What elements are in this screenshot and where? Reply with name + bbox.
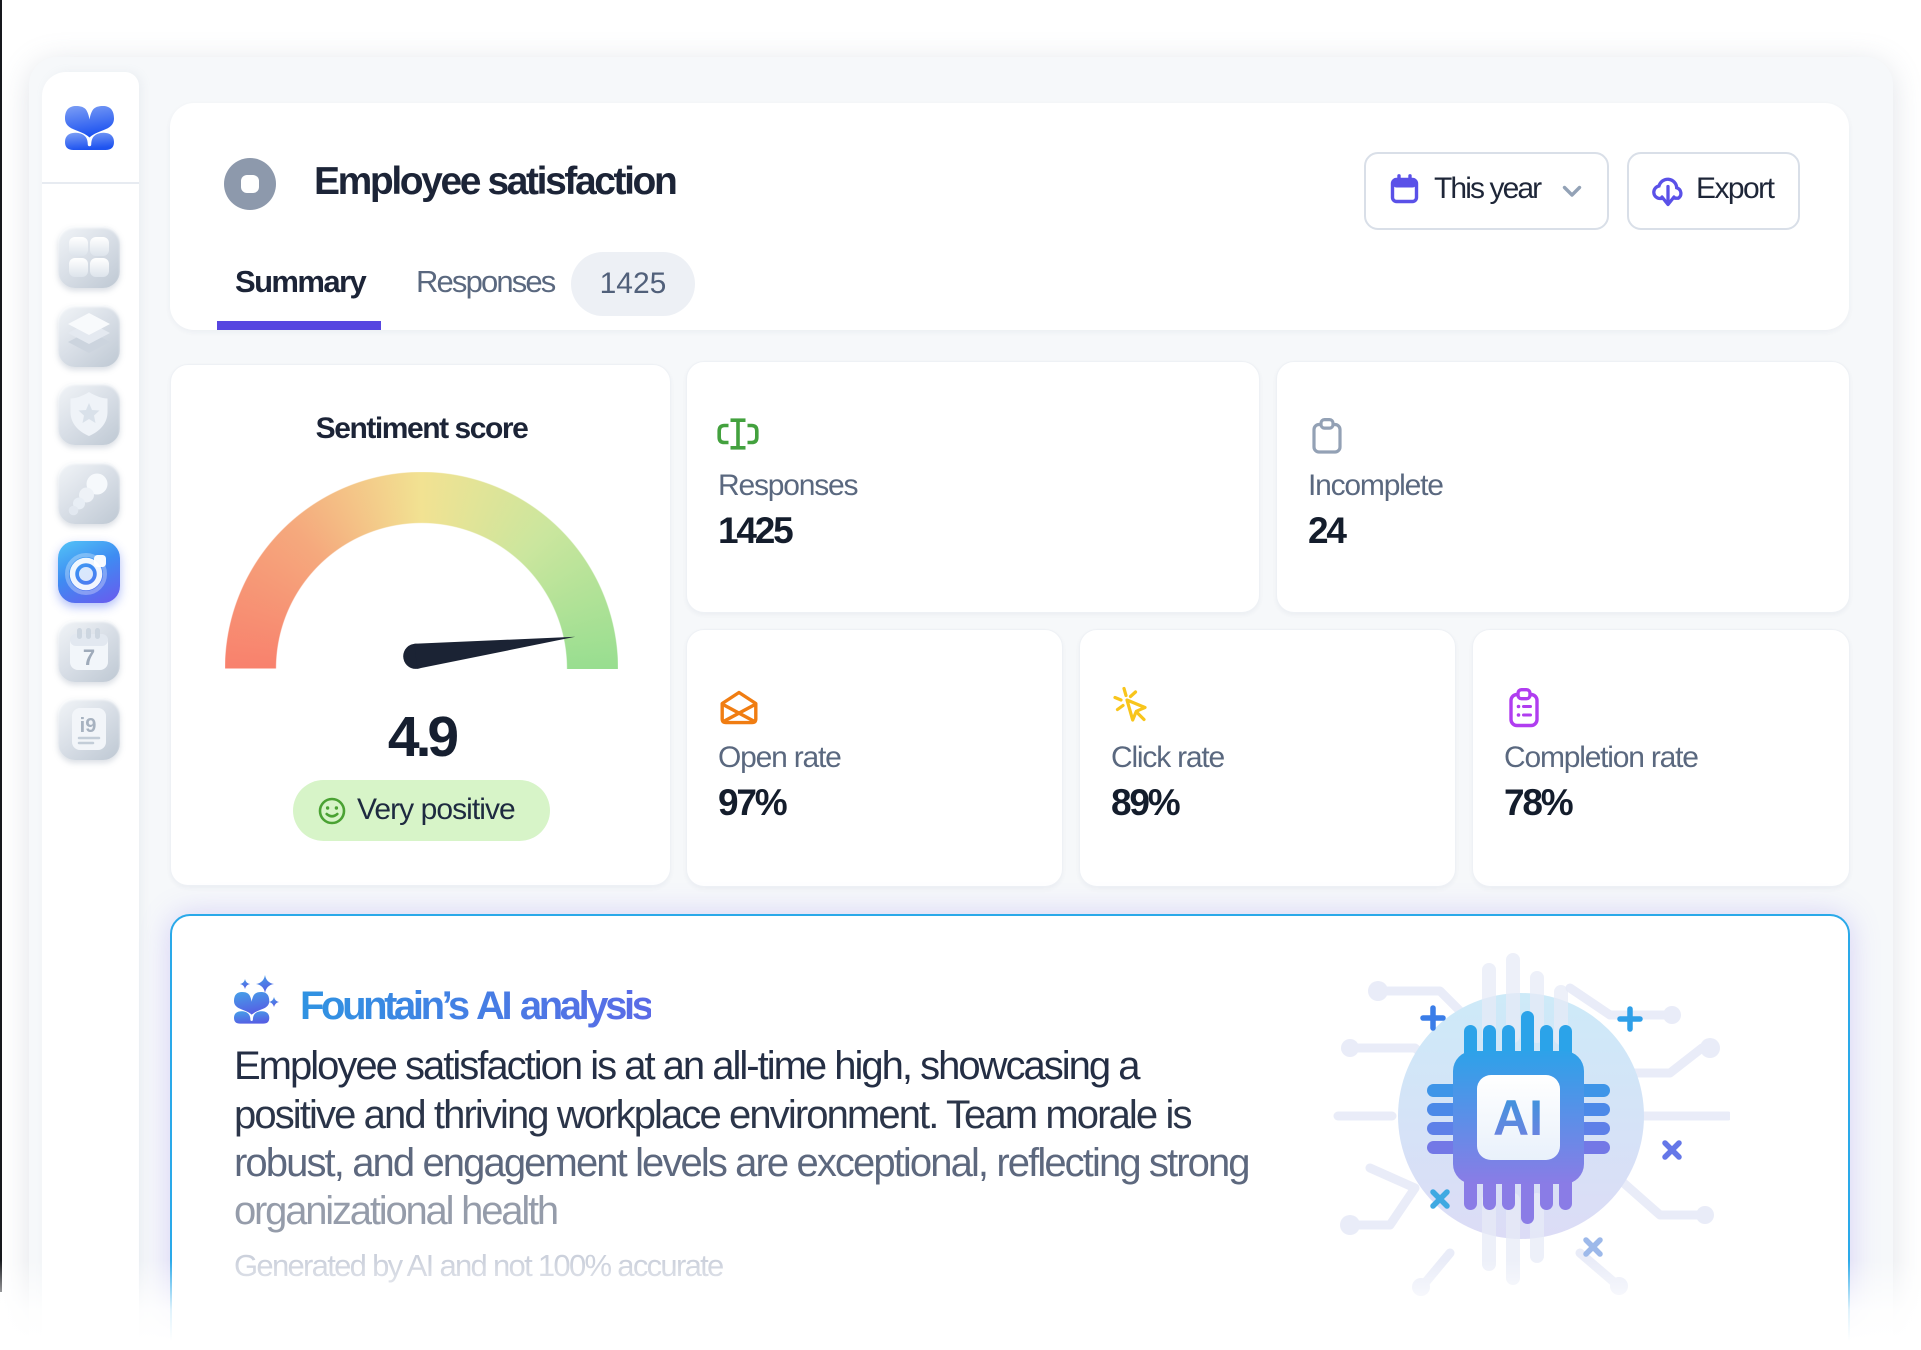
svg-text:i9: i9 bbox=[80, 715, 97, 737]
svg-text:7: 7 bbox=[83, 645, 95, 670]
svg-text:AI: AI bbox=[1493, 1090, 1543, 1146]
